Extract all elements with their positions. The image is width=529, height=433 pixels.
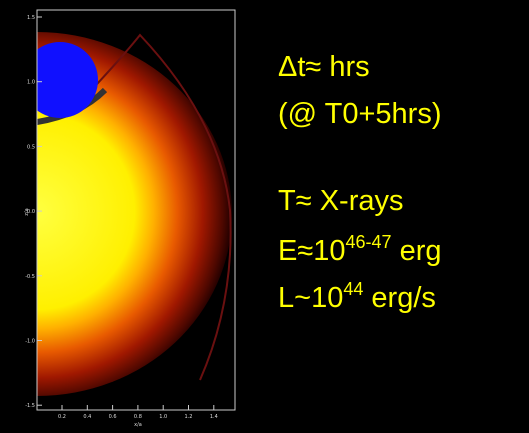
y-tick-label: 0.5 bbox=[27, 144, 35, 150]
x-tick-label: 0.8 bbox=[134, 414, 142, 420]
shock-front bbox=[81, 33, 232, 381]
x-tick-label: 1.2 bbox=[185, 414, 193, 420]
x-tick-label: 0.2 bbox=[58, 414, 66, 420]
shock-region bbox=[37, 32, 232, 396]
x-axis-label: x/a bbox=[134, 422, 142, 428]
y-tick-label: 1.5 bbox=[27, 15, 35, 21]
y-tick-label: -0.5 bbox=[25, 274, 35, 280]
energy-text: E≈1046-47 erg bbox=[278, 232, 442, 267]
luminosity-base: L~10 bbox=[278, 282, 343, 314]
plot-frame bbox=[36, 9, 236, 411]
simulation-image bbox=[37, 10, 235, 410]
x-tick-label: 1.0 bbox=[159, 414, 167, 420]
x-tick-label: 0.6 bbox=[109, 414, 117, 420]
companion-star bbox=[37, 42, 98, 118]
y-tick-label: -1.5 bbox=[25, 403, 35, 409]
y-axis-label: z/a bbox=[24, 208, 30, 215]
temperature-text: T≈ X-rays bbox=[278, 185, 403, 217]
duration-text: Δt≈ hrs bbox=[278, 51, 370, 83]
x-tick-label: 1.4 bbox=[210, 414, 218, 420]
epoch-text: (@ T0+5hrs) bbox=[278, 98, 441, 130]
y-tick-label: -1.0 bbox=[25, 339, 35, 345]
energy-unit: erg bbox=[392, 235, 442, 267]
axis-ticks: 1.5 1.0 0.5 0.0 -0.5 -1.0 -1.5 0.2 0.4 0.6 0.8 1.0 1… bbox=[25, 15, 218, 420]
y-tick-label: 0.0 bbox=[27, 209, 35, 215]
y-tick-label: 1.0 bbox=[27, 80, 35, 86]
luminosity-unit: erg/s bbox=[363, 282, 436, 314]
luminosity-exponent: 44 bbox=[343, 279, 363, 299]
x-tick-label: 0.4 bbox=[83, 414, 91, 420]
energy-exponent: 46-47 bbox=[346, 232, 392, 252]
energy-base: E≈10 bbox=[278, 235, 346, 267]
luminosity-text: L~1044 erg/s bbox=[278, 279, 436, 314]
